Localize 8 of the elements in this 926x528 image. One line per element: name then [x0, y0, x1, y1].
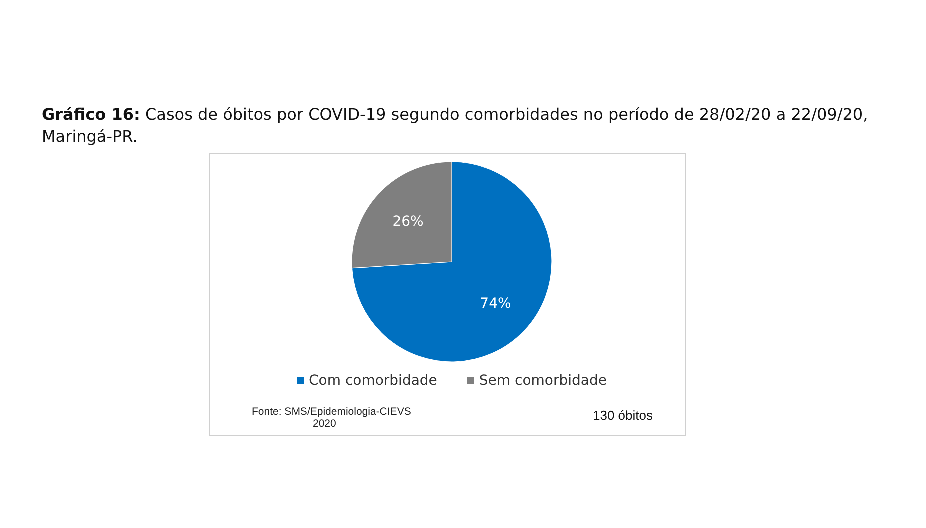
- data-label: 74%: [480, 296, 512, 312]
- chart-title: Gráfico 16: Casos de óbitos por COVID-19 segundo comorbidades no período de 28/02/20 a 22/09/20, Maringá-PR.: [42, 105, 868, 146]
- data-label: 26%: [392, 214, 424, 230]
- pie-slice: [352, 162, 552, 362]
- source-note: Fonte: SMS/Epidemiologia-CIEVS 2020: [252, 406, 412, 430]
- legend-label: Com comorbidade: [309, 373, 438, 389]
- legend-label: Sem comorbidade: [479, 373, 607, 389]
- text: 130 óbitos: [593, 408, 654, 423]
